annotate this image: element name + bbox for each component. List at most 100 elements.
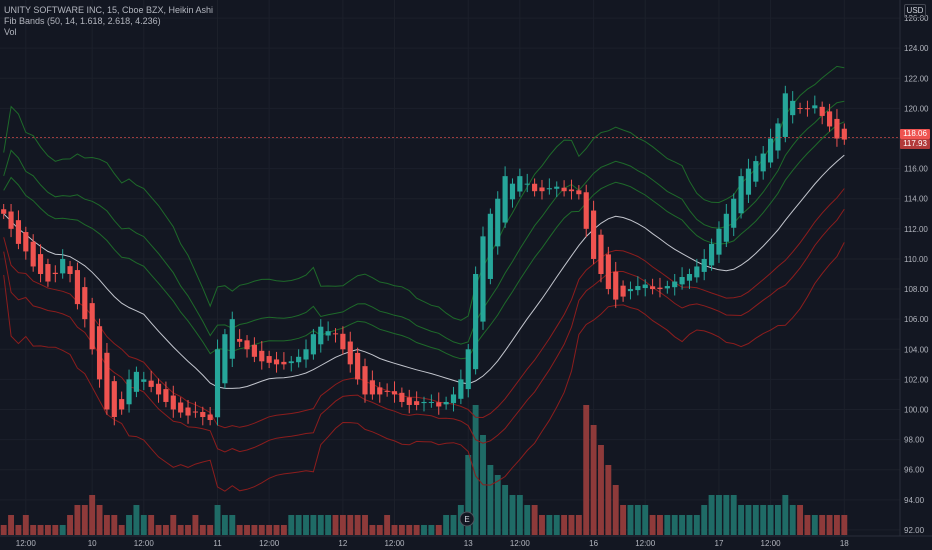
volume-bar — [15, 525, 22, 535]
volume-bar — [752, 505, 759, 535]
volume-bar — [583, 405, 590, 535]
candle — [686, 274, 693, 281]
volume-bar — [339, 515, 346, 535]
candle — [399, 392, 405, 402]
volume-bar — [450, 515, 457, 535]
volume-bar — [590, 425, 597, 535]
price-tick-label: 124.00 — [904, 44, 929, 53]
candle — [207, 414, 213, 421]
candle — [428, 401, 434, 403]
volume-bar — [96, 505, 103, 535]
volume-bar — [273, 525, 280, 535]
volume-bar — [561, 515, 568, 535]
volume-bar — [111, 515, 118, 535]
time-tick-label: 12:00 — [259, 539, 280, 548]
candle — [642, 284, 648, 289]
candle — [1, 209, 7, 214]
candle — [369, 380, 375, 395]
candle — [709, 243, 715, 266]
volume-bar — [789, 505, 796, 535]
volume-bar — [760, 505, 767, 535]
price-tick-label: 96.00 — [904, 466, 925, 475]
candle — [303, 349, 309, 360]
candle — [591, 210, 597, 259]
candle — [229, 319, 235, 359]
time-tick-label: 10 — [88, 539, 97, 548]
time-tick-label: 12:00 — [384, 539, 405, 548]
candle — [517, 176, 523, 192]
price-tick-label: 104.00 — [904, 345, 929, 354]
candle — [598, 234, 604, 274]
candle — [679, 277, 685, 285]
volume-bar — [494, 475, 501, 535]
candle — [635, 286, 641, 291]
currency-label[interactable]: USD — [904, 4, 926, 18]
symbol-title[interactable]: UNITY SOFTWARE INC, 15, Cboe BZX, Heikin… — [4, 5, 214, 15]
volume-bar — [384, 515, 391, 535]
candle — [244, 340, 250, 350]
volume-bar — [192, 515, 199, 535]
earnings-marker[interactable]: E — [459, 511, 475, 527]
price-tick-label: 126.00 — [904, 14, 929, 23]
candle — [539, 187, 545, 192]
volume-bar — [509, 495, 516, 535]
band-line — [3, 100, 845, 345]
volume-label[interactable]: Vol — [4, 27, 17, 37]
volume-bar — [221, 515, 228, 535]
candle — [37, 254, 44, 274]
time-axis[interactable]: 12:00 10 12:00 11 12:00 12 12:00 13 12:00 16 12:00… — [0, 535, 932, 548]
candle — [133, 371, 139, 392]
volume-bar — [303, 515, 309, 535]
candle — [347, 341, 353, 365]
volume-bar — [465, 455, 472, 535]
candle — [318, 326, 324, 345]
volume-bar — [44, 525, 51, 535]
price-tick-label: 98.00 — [904, 436, 925, 445]
candle — [178, 402, 184, 413]
price-tick-label: 92.00 — [904, 526, 925, 535]
band-line — [3, 208, 845, 453]
candle — [296, 356, 302, 363]
volume-bar — [52, 525, 59, 535]
volume-bar — [435, 525, 442, 535]
volume-bar — [0, 525, 7, 535]
candle — [15, 220, 22, 244]
volume-bar — [539, 515, 545, 535]
candle — [355, 352, 361, 380]
price-tick-label: 100.00 — [904, 405, 929, 414]
candle — [362, 366, 368, 395]
volume-bar — [155, 525, 162, 535]
time-tick-label: 12 — [338, 539, 347, 548]
candle — [723, 213, 729, 242]
volume-bar — [317, 515, 324, 535]
candle — [731, 198, 737, 228]
volume-bar — [118, 525, 125, 535]
candle — [443, 401, 449, 405]
candle — [841, 128, 847, 140]
time-tick-label: 11 — [213, 539, 222, 548]
band-line — [3, 65, 845, 321]
candle — [237, 338, 243, 342]
volume-bar — [642, 505, 649, 535]
volume-bar — [730, 495, 737, 535]
candle — [222, 334, 228, 384]
candle — [804, 108, 811, 110]
volume-bar — [170, 515, 177, 535]
candle — [767, 138, 774, 163]
price-axis[interactable]: 92.00 94.00 96.00 98.00 100.00 102.00 104.00 10… — [899, 0, 929, 536]
volume-bar — [258, 525, 265, 535]
candle — [421, 401, 427, 404]
candle — [797, 108, 803, 110]
indicator-label[interactable]: Fib Bands (50, 14, 1.618, 2.618, 4.236) — [4, 16, 161, 26]
fib-bands — [3, 65, 845, 492]
candle — [325, 331, 331, 336]
volume-bar — [406, 525, 413, 535]
volume-bar — [140, 515, 147, 535]
volume-bar — [421, 525, 427, 535]
volume-bar — [531, 505, 538, 535]
candle — [760, 153, 766, 172]
volume-bar — [413, 525, 420, 535]
volume-bar — [568, 515, 575, 535]
candle — [8, 211, 14, 229]
